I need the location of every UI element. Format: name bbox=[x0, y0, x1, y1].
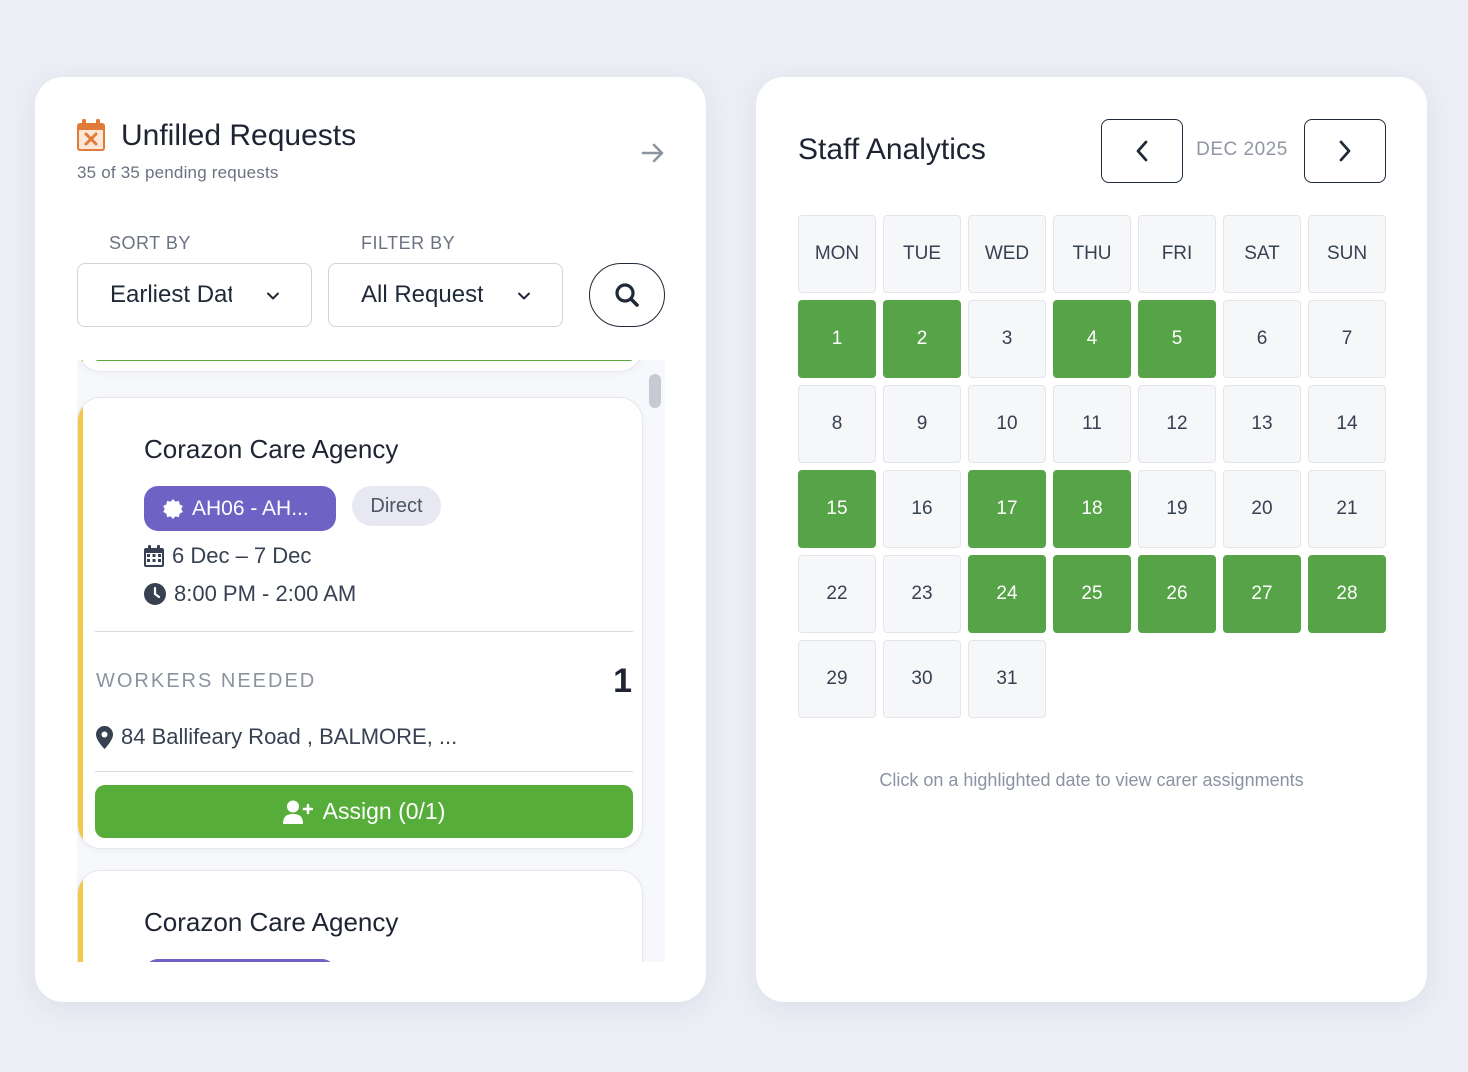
prev-month-button[interactable] bbox=[1101, 119, 1183, 183]
calendar-day-24[interactable]: 24 bbox=[968, 555, 1046, 633]
agency-name: Corazon Care Agency bbox=[144, 907, 399, 937]
weekday-header: THU bbox=[1053, 215, 1131, 293]
card-stripe bbox=[78, 398, 83, 848]
calendar-day-12: 12 bbox=[1138, 385, 1216, 463]
request-card: Corazon Care Agency bbox=[77, 870, 643, 962]
unfilled-requests-panel: Unfilled Requests 35 of 35 pending reque… bbox=[35, 77, 706, 1002]
current-month: DEC 2025 bbox=[1196, 139, 1288, 160]
calendar-day-7: 7 bbox=[1308, 300, 1386, 378]
calendar-day-17[interactable]: 17 bbox=[968, 470, 1046, 548]
sort-select[interactable]: Earliest Date bbox=[77, 263, 312, 327]
staff-analytics-panel: Staff Analytics DEC 2025 MON TUE WED THU FRI… bbox=[756, 77, 1427, 1002]
sort-by-label: SORT BY bbox=[109, 233, 191, 253]
calendar-day-11: 11 bbox=[1053, 385, 1131, 463]
calendar-day-13: 13 bbox=[1223, 385, 1301, 463]
request-card: Corazon Care Agency AH06 - AH... Direct … bbox=[77, 397, 643, 849]
card-stripe bbox=[78, 871, 83, 962]
shift-code-text: AH06 - AH... bbox=[192, 496, 309, 520]
certificate-icon bbox=[163, 498, 183, 519]
map-pin-icon bbox=[96, 725, 113, 749]
calendar-day-26[interactable]: 26 bbox=[1138, 555, 1216, 633]
calendar-day-22: 22 bbox=[798, 555, 876, 633]
shift-code-badge[interactable]: AH06 - AH... bbox=[144, 486, 336, 531]
calendar-day-10: 10 bbox=[968, 385, 1046, 463]
calendar-hint: Click on a highlighted date to view care… bbox=[879, 770, 1304, 790]
assign-button-partial[interactable] bbox=[95, 360, 633, 361]
user-plus-icon bbox=[282, 800, 313, 824]
date-range: 6 Dec – 7 Dec bbox=[172, 543, 312, 568]
calendar-day-27[interactable]: 27 bbox=[1223, 555, 1301, 633]
calendar-day-21: 21 bbox=[1308, 470, 1386, 548]
calendar-day-14: 14 bbox=[1308, 385, 1386, 463]
arrow-right-icon[interactable] bbox=[639, 139, 667, 167]
calendar-icon bbox=[144, 545, 164, 567]
calendar-day-2[interactable]: 2 bbox=[883, 300, 961, 378]
weekday-header: TUE bbox=[883, 215, 961, 293]
calendar-x-icon bbox=[77, 119, 105, 151]
panel-title: Staff Analytics bbox=[798, 133, 986, 166]
calendar-day-20: 20 bbox=[1223, 470, 1301, 548]
weekday-header: MON bbox=[798, 215, 876, 293]
calendar-day-16: 16 bbox=[883, 470, 961, 548]
chevron-down-icon bbox=[518, 292, 530, 300]
assign-button[interactable]: Assign (0/1) bbox=[95, 785, 633, 838]
shift-code-badge[interactable] bbox=[144, 959, 336, 962]
scrollbar-thumb[interactable] bbox=[649, 374, 661, 408]
weekday-header: WED bbox=[968, 215, 1046, 293]
request-list[interactable]: Corazon Care Agency AH06 - AH... Direct … bbox=[77, 360, 665, 962]
panel-title: Unfilled Requests bbox=[121, 119, 357, 152]
address-row: 84 Ballifeary Road , BALMORE, ... bbox=[96, 724, 457, 750]
calendar-day-31: 31 bbox=[968, 640, 1046, 718]
request-type-badge: Direct bbox=[352, 486, 441, 526]
time-row: 8:00 PM - 2:00 AM bbox=[144, 581, 356, 607]
calendar-day-8: 8 bbox=[798, 385, 876, 463]
workers-needed-count: 1 bbox=[613, 662, 632, 700]
filter-by-label: FILTER BY bbox=[361, 233, 456, 253]
calendar-day-29: 29 bbox=[798, 640, 876, 718]
weekday-header: SAT bbox=[1223, 215, 1301, 293]
assign-label: Assign (0/1) bbox=[322, 798, 446, 824]
request-card-partial bbox=[77, 360, 643, 372]
search-icon bbox=[615, 283, 639, 307]
sort-select-value: Earliest Date bbox=[110, 281, 232, 308]
search-button[interactable] bbox=[589, 263, 665, 327]
calendar-day-25[interactable]: 25 bbox=[1053, 555, 1131, 633]
next-month-button[interactable] bbox=[1304, 119, 1386, 183]
calendar-day-9: 9 bbox=[883, 385, 961, 463]
clock-icon bbox=[144, 583, 166, 605]
weekday-header: FRI bbox=[1138, 215, 1216, 293]
weekday-header: SUN bbox=[1308, 215, 1386, 293]
divider bbox=[95, 631, 633, 632]
card-stripe bbox=[78, 360, 83, 371]
calendar-day-5[interactable]: 5 bbox=[1138, 300, 1216, 378]
filter-select[interactable]: All Requests bbox=[328, 263, 563, 327]
calendar-day-3: 3 bbox=[968, 300, 1046, 378]
calendar-day-15[interactable]: 15 bbox=[798, 470, 876, 548]
time-range: 8:00 PM - 2:00 AM bbox=[174, 581, 357, 606]
chevron-down-icon bbox=[267, 292, 279, 300]
date-row: 6 Dec – 7 Dec bbox=[144, 543, 311, 569]
address-text: 84 Ballifeary Road , BALMORE, ... bbox=[121, 724, 458, 749]
calendar-day-19: 19 bbox=[1138, 470, 1216, 548]
divider bbox=[95, 771, 633, 772]
calendar-day-4[interactable]: 4 bbox=[1053, 300, 1131, 378]
calendar-day-28[interactable]: 28 bbox=[1308, 555, 1386, 633]
agency-name: Corazon Care Agency bbox=[144, 434, 399, 464]
calendar-day-18[interactable]: 18 bbox=[1053, 470, 1131, 548]
filter-select-value: All Requests bbox=[361, 281, 483, 308]
chevron-left-icon bbox=[1136, 140, 1148, 162]
calendar-day-30: 30 bbox=[883, 640, 961, 718]
workers-needed-label: WORKERS NEEDED bbox=[96, 670, 317, 692]
calendar-day-1[interactable]: 1 bbox=[798, 300, 876, 378]
calendar-day-23: 23 bbox=[883, 555, 961, 633]
calendar-day-6: 6 bbox=[1223, 300, 1301, 378]
pending-count: 35 of 35 pending requests bbox=[77, 163, 279, 182]
chevron-right-icon bbox=[1339, 140, 1351, 162]
